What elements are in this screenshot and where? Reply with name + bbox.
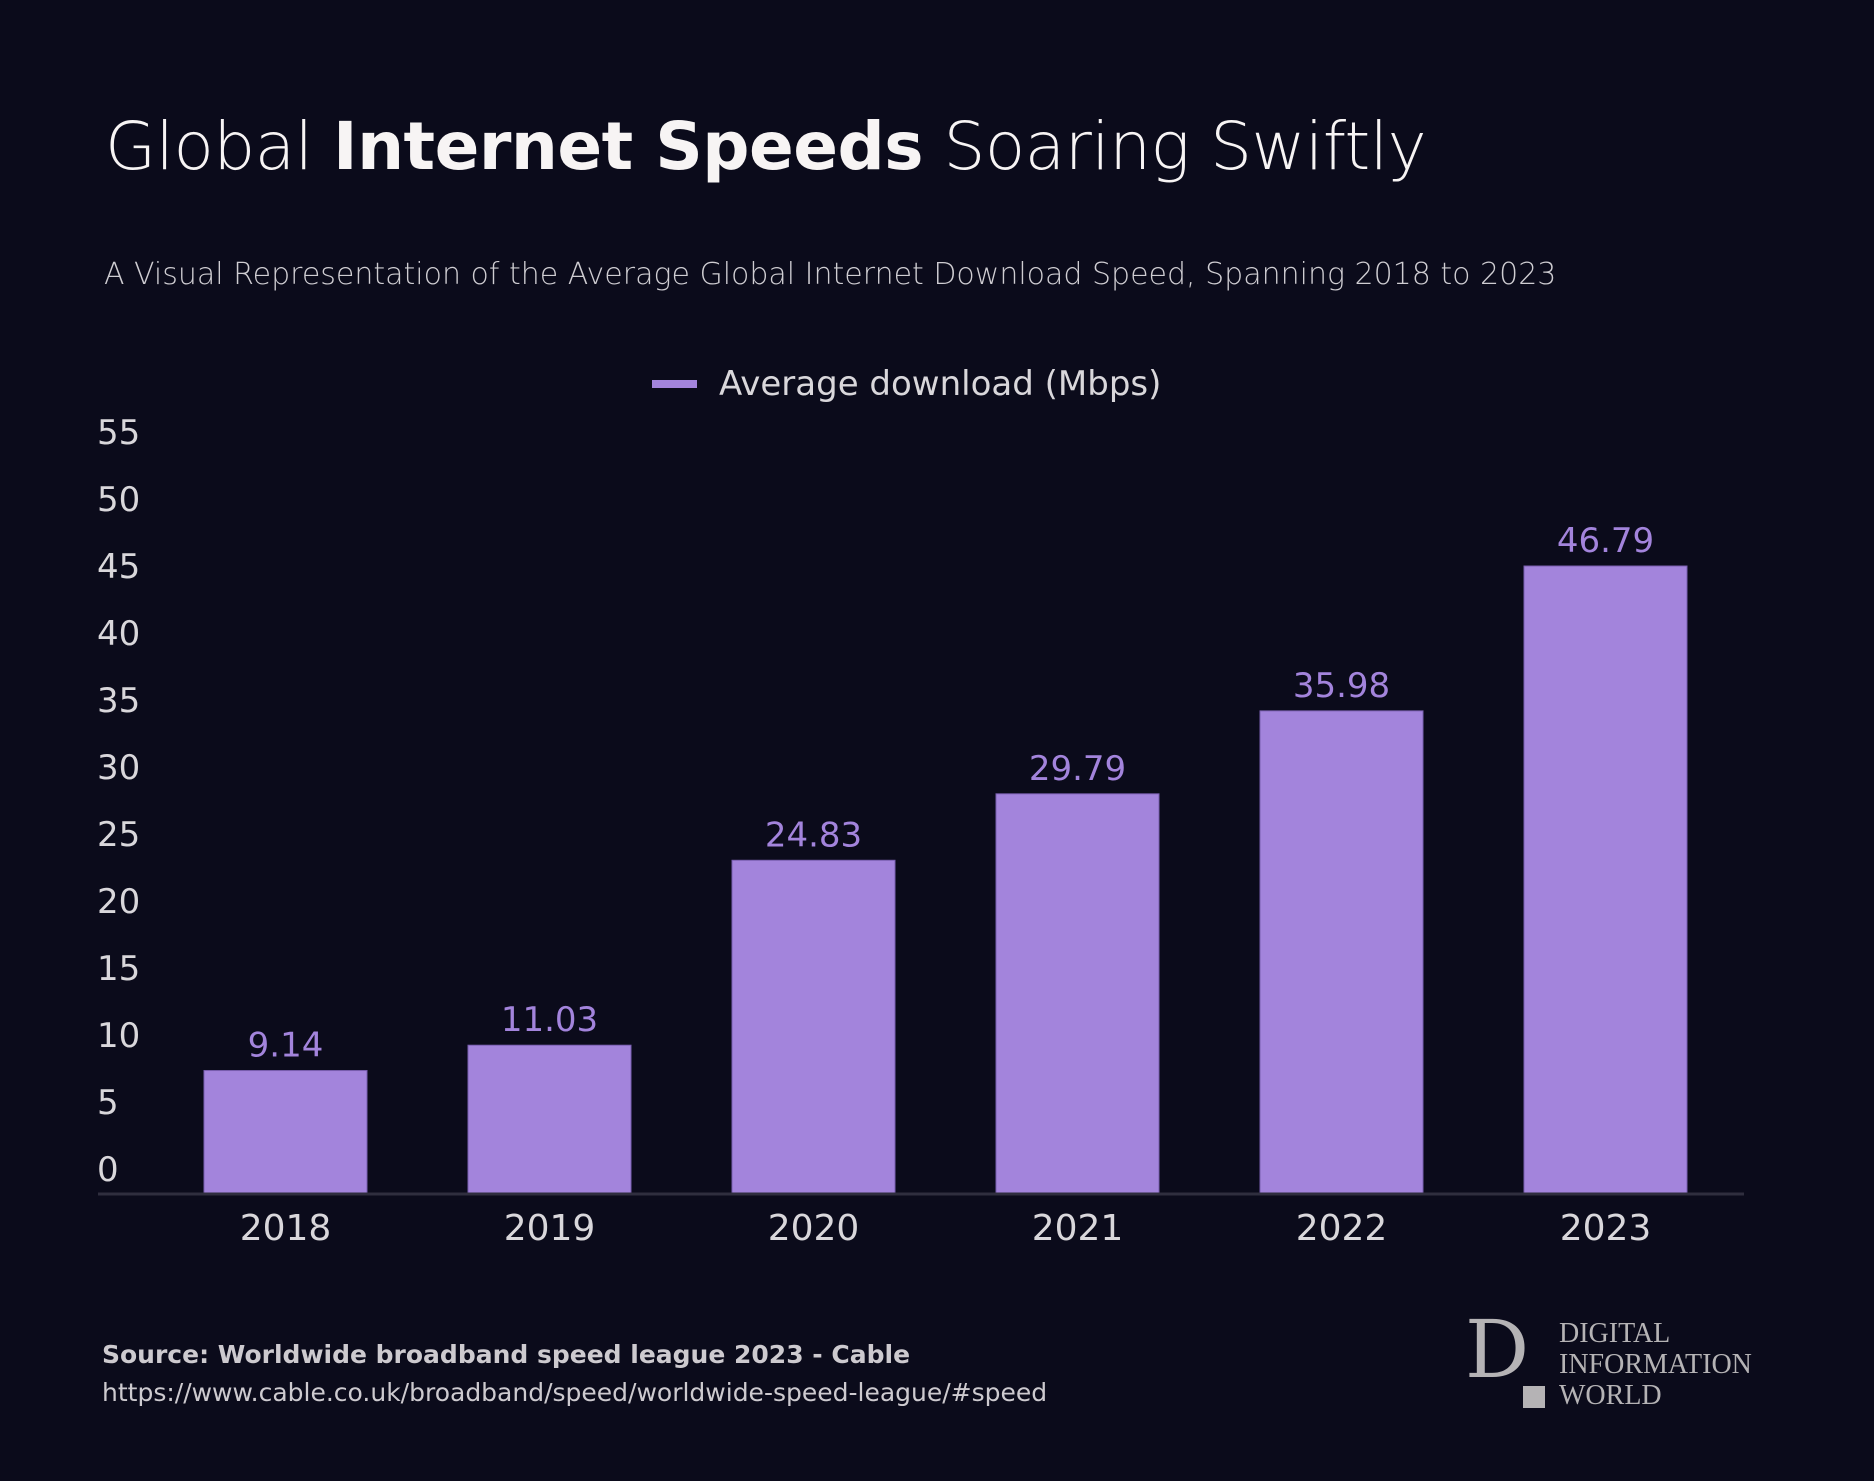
y-tick-label: 50 <box>97 480 140 520</box>
brand-logo: D DIGITAL INFORMATION WORLD <box>1465 1310 1765 1418</box>
x-tick-label: 2018 <box>240 1208 332 1249</box>
data-label-2023: 46.79 <box>1557 521 1654 561</box>
y-tick-label: 40 <box>97 614 140 654</box>
data-label-2018: 9.14 <box>248 1026 324 1066</box>
data-label-2021: 29.79 <box>1029 749 1126 789</box>
chart-subtitle: A Visual Representation of the Average G… <box>104 257 1557 292</box>
source-text: Source: Worldwide broadband speed league… <box>102 1340 911 1369</box>
logo-letter: D <box>1465 1303 1530 1396</box>
y-tick-label: 30 <box>97 748 140 788</box>
legend: Average download (Mbps) <box>652 364 1161 404</box>
y-tick-label: 10 <box>97 1016 140 1056</box>
legend-label: Average download (Mbps) <box>719 364 1162 404</box>
bar-2023 <box>1523 565 1688 1194</box>
bar-2021 <box>995 793 1160 1194</box>
bars <box>203 565 1688 1194</box>
bar-2020 <box>731 859 896 1194</box>
y-tick-label: 5 <box>97 1083 119 1123</box>
y-tick-label: 15 <box>97 949 140 989</box>
x-tick-label: 2022 <box>1296 1208 1388 1249</box>
logo-line-3: WORLD <box>1559 1380 1662 1411</box>
bar-2018 <box>203 1070 368 1194</box>
title-part-1: Global <box>105 108 334 185</box>
source-url[interactable]: https://www.cable.co.uk/broadband/speed/… <box>102 1378 1048 1407</box>
y-tick-label: 35 <box>97 681 140 721</box>
title-part-bold: Internet Speeds <box>333 108 924 185</box>
data-labels: 9.14 11.03 24.83 29.79 35.98 46.79 <box>248 521 1655 1066</box>
bar-2019 <box>467 1044 632 1194</box>
logo-line-2: INFORMATION <box>1559 1349 1752 1380</box>
data-label-2020: 24.83 <box>765 815 862 855</box>
x-axis-ticks: 2018 2019 2020 2021 2022 2023 <box>240 1208 1652 1249</box>
y-tick-label: 55 <box>97 413 140 453</box>
y-tick-label: 25 <box>97 815 140 855</box>
y-axis-ticks: 0 5 10 15 20 25 30 35 40 45 50 55 <box>97 413 140 1190</box>
y-tick-label: 20 <box>97 882 140 922</box>
chart-title: Global Internet Speeds Soaring Swiftly <box>105 108 1427 185</box>
x-tick-label: 2023 <box>1560 1208 1652 1249</box>
logo-line-1: DIGITAL <box>1559 1318 1671 1349</box>
y-tick-label: 45 <box>97 547 140 587</box>
data-label-2022: 35.98 <box>1293 666 1390 706</box>
data-label-2019: 11.03 <box>501 1000 598 1040</box>
x-tick-label: 2020 <box>768 1208 860 1249</box>
y-tick-label: 0 <box>97 1150 119 1190</box>
logo-text: DIGITAL INFORMATION WORLD <box>1559 1318 1752 1411</box>
title-part-3: Soaring Swiftly <box>923 108 1427 185</box>
x-tick-label: 2021 <box>1032 1208 1124 1249</box>
bar-2022 <box>1259 710 1424 1194</box>
x-tick-label: 2019 <box>504 1208 596 1249</box>
legend-swatch <box>652 380 697 388</box>
logo-square-icon <box>1523 1386 1545 1408</box>
